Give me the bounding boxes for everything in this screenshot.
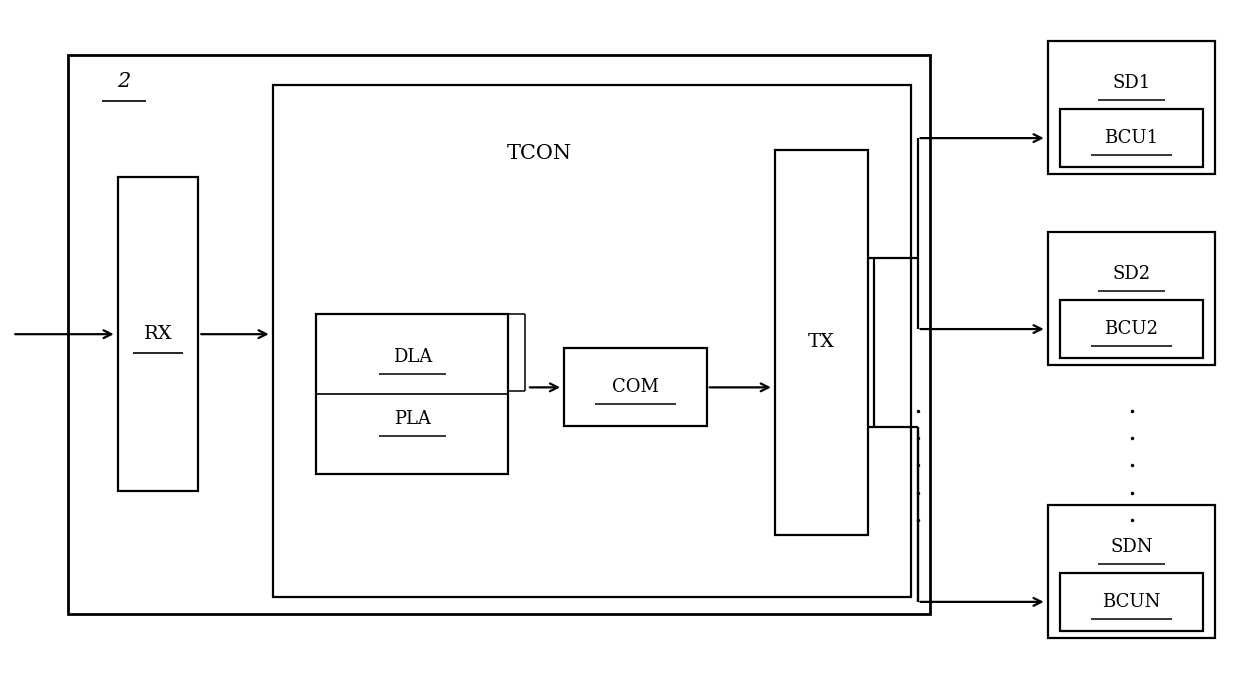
Text: SDN: SDN	[1110, 538, 1153, 556]
Bar	[68, 55, 930, 614]
Bar	[564, 348, 707, 426]
Text: TCON: TCON	[507, 144, 572, 163]
Bar	[118, 177, 198, 491]
Text: PLA: PLA	[394, 411, 430, 428]
Text: 2: 2	[118, 72, 130, 91]
Text: COM: COM	[613, 379, 658, 396]
Bar	[1060, 109, 1203, 167]
Bar	[775, 150, 868, 535]
Bar	[273, 85, 911, 597]
Text: SD1: SD1	[1112, 74, 1151, 92]
Text: TX: TX	[808, 333, 835, 351]
Text: RX: RX	[144, 325, 172, 343]
Text: DLA: DLA	[393, 348, 432, 366]
Bar	[316, 314, 508, 474]
Text: BCUN: BCUN	[1102, 593, 1161, 611]
Bar	[1060, 573, 1203, 631]
Bar	[1048, 505, 1215, 638]
Text: BCU2: BCU2	[1105, 321, 1158, 338]
Text: SD2: SD2	[1112, 265, 1151, 283]
Text: BCU1: BCU1	[1105, 130, 1158, 147]
Bar	[1060, 300, 1203, 358]
Bar	[1048, 41, 1215, 174]
Bar	[1048, 232, 1215, 365]
